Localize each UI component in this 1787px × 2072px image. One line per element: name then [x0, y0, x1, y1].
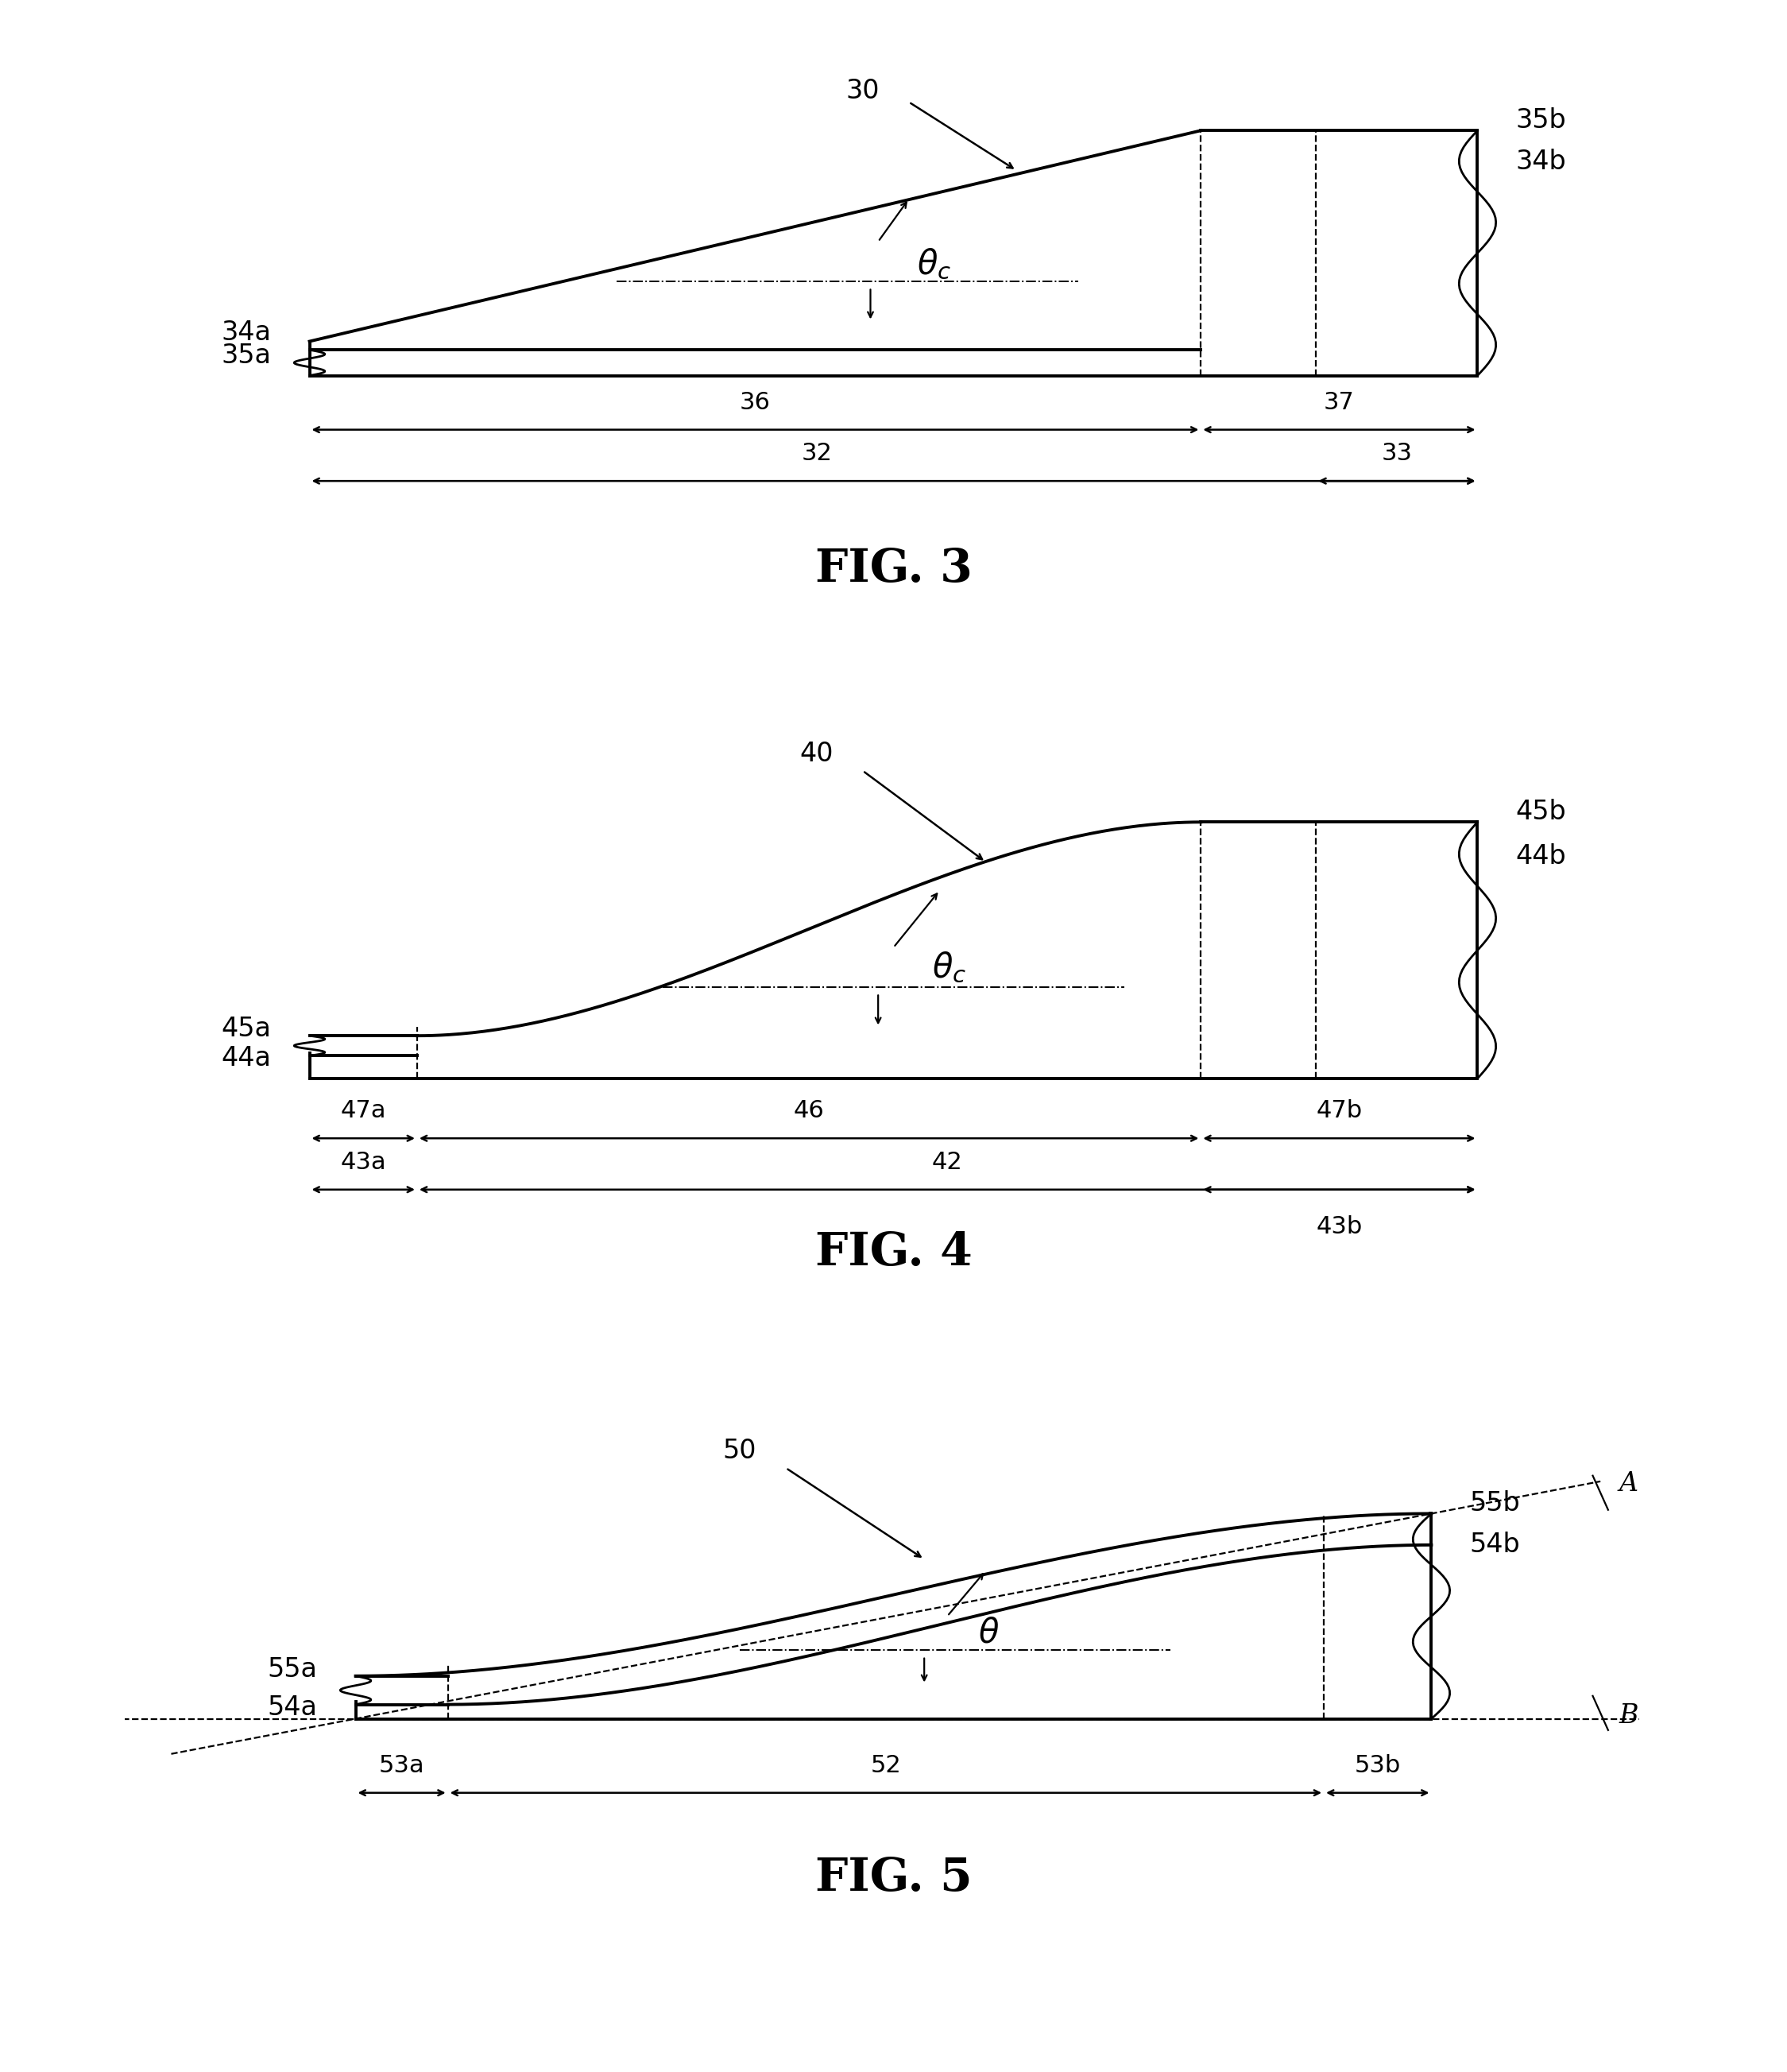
Text: 50: 50 — [724, 1438, 756, 1465]
Text: 54a: 54a — [268, 1695, 318, 1720]
Text: 32: 32 — [801, 441, 833, 464]
Text: 35b: 35b — [1515, 108, 1567, 133]
Text: FIG. 4: FIG. 4 — [815, 1231, 972, 1274]
Text: 37: 37 — [1324, 392, 1355, 414]
Text: 53a: 53a — [379, 1753, 425, 1778]
Text: 47b: 47b — [1315, 1100, 1362, 1123]
Text: 53b: 53b — [1355, 1753, 1401, 1778]
Text: 42: 42 — [931, 1150, 963, 1173]
Text: 55b: 55b — [1469, 1490, 1521, 1517]
Text: 43a: 43a — [340, 1150, 386, 1173]
Text: 46: 46 — [793, 1100, 824, 1123]
Text: $\theta_c$: $\theta_c$ — [933, 951, 967, 984]
Text: 52: 52 — [870, 1753, 901, 1778]
Text: 40: 40 — [801, 740, 833, 767]
Text: 35a: 35a — [222, 342, 272, 369]
Text: 45a: 45a — [222, 1015, 272, 1042]
Text: 45b: 45b — [1515, 798, 1567, 825]
Text: 30: 30 — [845, 77, 879, 104]
Text: 44b: 44b — [1515, 843, 1567, 870]
Text: 44a: 44a — [222, 1046, 272, 1071]
Text: 43b: 43b — [1315, 1214, 1362, 1239]
Text: B: B — [1619, 1703, 1639, 1728]
Text: 34a: 34a — [222, 319, 272, 346]
Text: 55a: 55a — [268, 1656, 318, 1682]
Text: 34b: 34b — [1515, 149, 1567, 174]
Text: FIG. 3: FIG. 3 — [815, 547, 972, 591]
Text: 33: 33 — [1381, 441, 1412, 464]
Text: A: A — [1619, 1471, 1639, 1496]
Text: 36: 36 — [740, 392, 770, 414]
Text: $\theta$: $\theta$ — [977, 1616, 999, 1649]
Text: FIG. 5: FIG. 5 — [815, 1857, 972, 1900]
Text: 54b: 54b — [1469, 1531, 1521, 1558]
Text: 47a: 47a — [341, 1100, 386, 1123]
Text: $\theta_c$: $\theta_c$ — [917, 247, 951, 282]
